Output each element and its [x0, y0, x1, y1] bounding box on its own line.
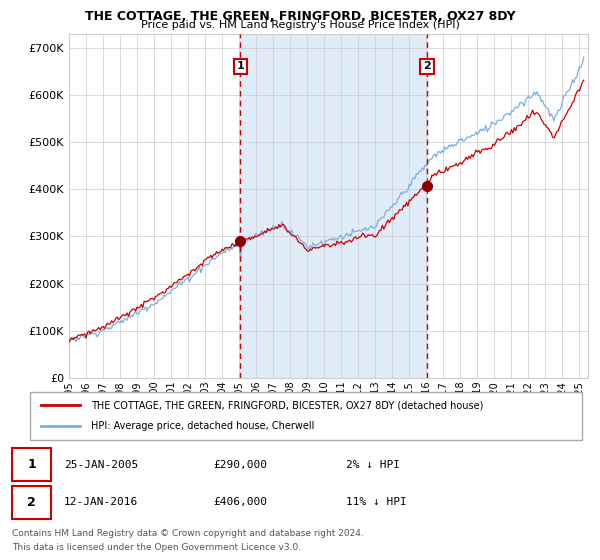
- Text: Price paid vs. HM Land Registry's House Price Index (HPI): Price paid vs. HM Land Registry's House …: [140, 20, 460, 30]
- Text: £290,000: £290,000: [214, 460, 268, 470]
- Text: 2% ↓ HPI: 2% ↓ HPI: [346, 460, 400, 470]
- Text: 25-JAN-2005: 25-JAN-2005: [64, 460, 138, 470]
- Text: HPI: Average price, detached house, Cherwell: HPI: Average price, detached house, Cher…: [91, 421, 314, 431]
- Text: 1: 1: [236, 61, 244, 71]
- Text: THE COTTAGE, THE GREEN, FRINGFORD, BICESTER, OX27 8DY (detached house): THE COTTAGE, THE GREEN, FRINGFORD, BICES…: [91, 400, 483, 410]
- Text: 12-JAN-2016: 12-JAN-2016: [64, 497, 138, 507]
- Text: This data is licensed under the Open Government Licence v3.0.: This data is licensed under the Open Gov…: [12, 543, 301, 552]
- Text: £406,000: £406,000: [214, 497, 268, 507]
- Text: 2: 2: [423, 61, 431, 71]
- FancyBboxPatch shape: [30, 392, 582, 440]
- Text: Contains HM Land Registry data © Crown copyright and database right 2024.: Contains HM Land Registry data © Crown c…: [12, 529, 364, 538]
- FancyBboxPatch shape: [12, 486, 51, 519]
- Text: 1: 1: [27, 458, 36, 471]
- Bar: [241, 34, 427, 378]
- FancyBboxPatch shape: [12, 448, 51, 481]
- Text: 2: 2: [27, 496, 36, 509]
- Text: 11% ↓ HPI: 11% ↓ HPI: [346, 497, 407, 507]
- Text: THE COTTAGE, THE GREEN, FRINGFORD, BICESTER, OX27 8DY: THE COTTAGE, THE GREEN, FRINGFORD, BICES…: [85, 10, 515, 23]
